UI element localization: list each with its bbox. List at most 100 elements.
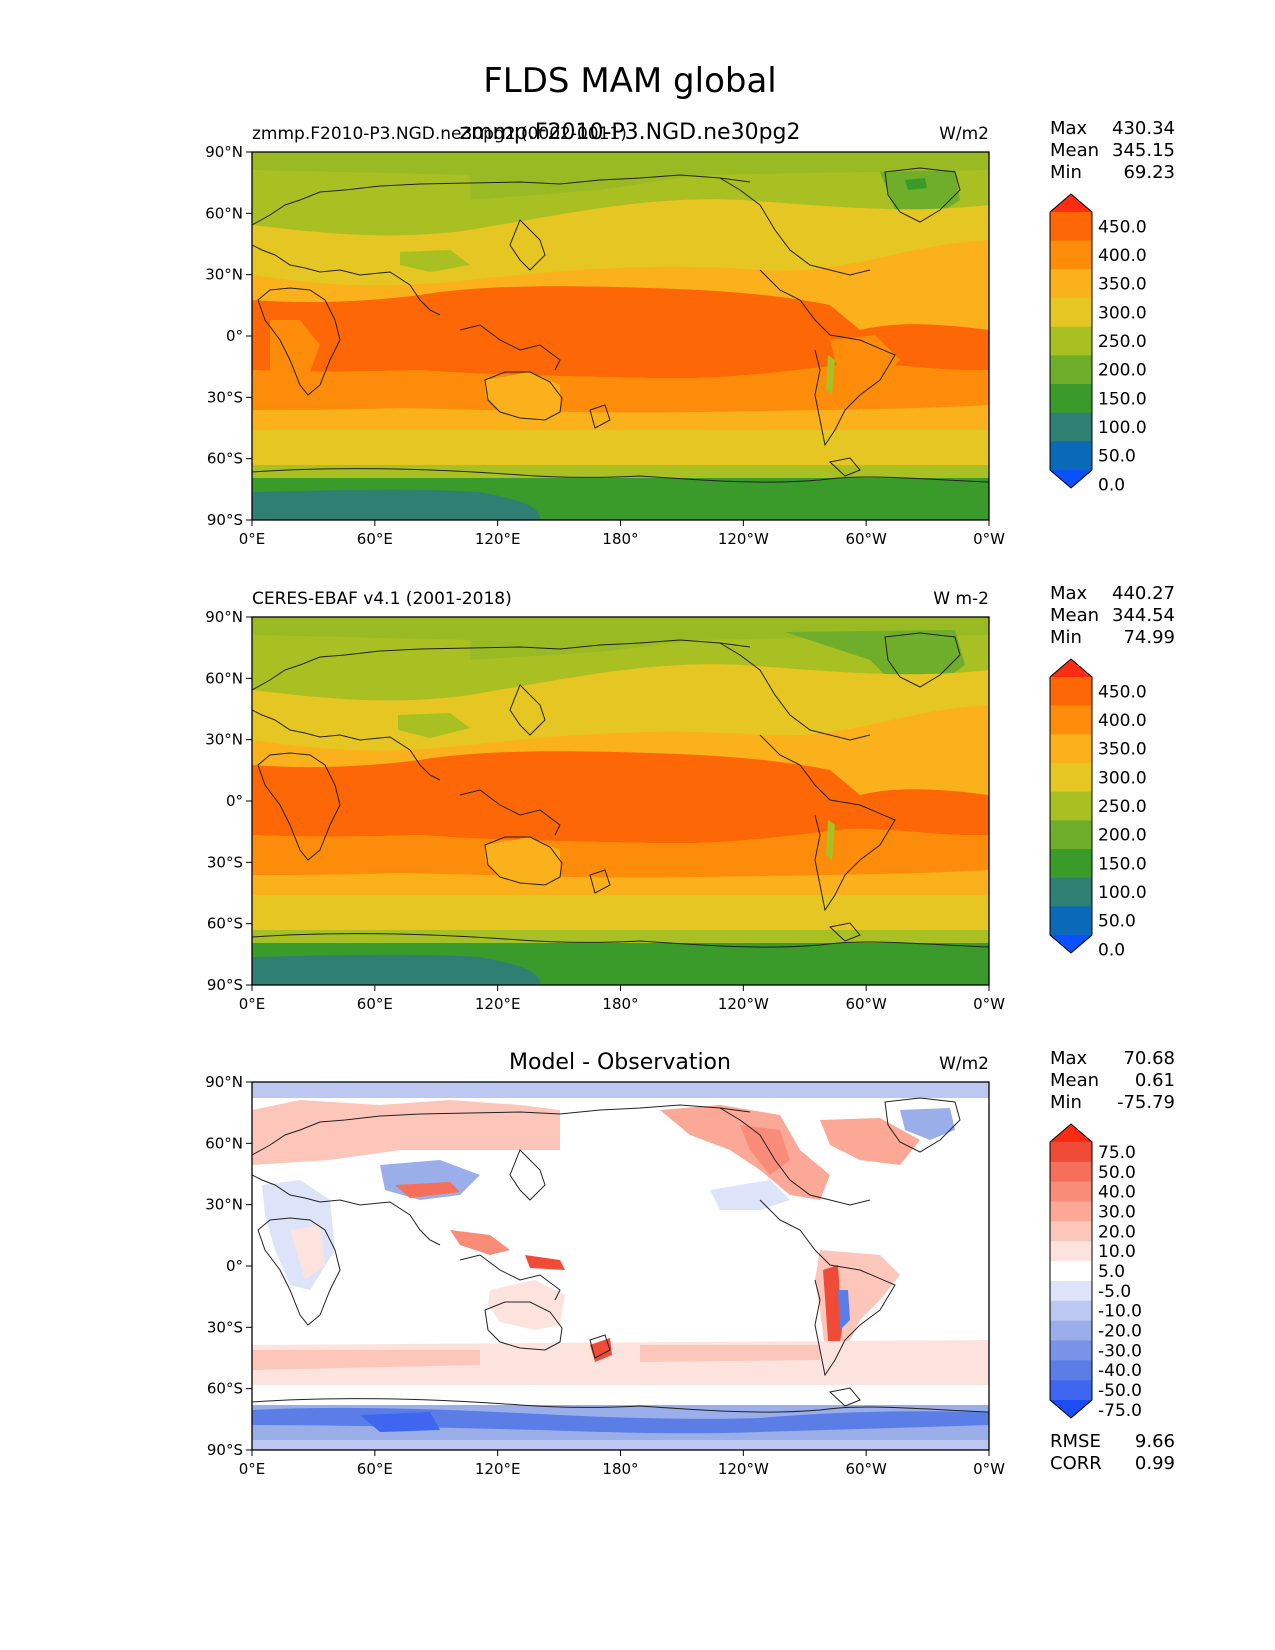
panel-difference-max-label: Max	[1050, 1048, 1088, 1069]
lon-tick-label: 180°	[602, 1460, 638, 1478]
colorbar-segment	[1050, 705, 1092, 735]
colorbar-label: 0.0	[1098, 475, 1125, 495]
colorbar-label: 50.0	[1098, 912, 1136, 932]
panel-observation-mean-value: 344.54	[1112, 605, 1175, 626]
corr-label: CORR	[1050, 1453, 1102, 1474]
colorbar-label: 20.0	[1098, 1222, 1136, 1242]
colorbar-segment	[1050, 1280, 1092, 1302]
rmse-value: 9.66	[1135, 1431, 1175, 1452]
lon-tick-label: 120°E	[475, 530, 521, 548]
colorbar-label: 200.0	[1098, 826, 1147, 846]
colorbar-segment	[1050, 791, 1092, 821]
panel-difference-mean-label: Mean	[1050, 1070, 1099, 1091]
lat-tick-label: 90°N	[205, 1073, 243, 1091]
axis-ticks: 90°N60°N30°N0°30°S60°S90°S0°E 60°E 120°E 18…	[205, 143, 1005, 1478]
panel-model-map	[252, 152, 989, 520]
colorbar-segment	[1050, 906, 1092, 936]
panel-observation-max-value: 440.27	[1112, 583, 1175, 604]
colorbar-label: 200.0	[1098, 361, 1147, 381]
colorbar-label: 30.0	[1098, 1202, 1136, 1222]
colorbar-label: 450.0	[1098, 217, 1147, 237]
colorbar-segment	[1050, 1201, 1092, 1222]
colorbar-segment	[1050, 1181, 1092, 1203]
panel-difference-min-label: Min	[1050, 1092, 1082, 1113]
lon-tick-label: 120°E	[475, 1460, 521, 1478]
lat-tick-label: 90°S	[207, 1441, 243, 1459]
panel-model-min-label: Min	[1050, 162, 1082, 183]
colorbar-extend-max	[1050, 1124, 1092, 1142]
panel-observation-coastlines	[252, 632, 989, 948]
colorbar-extend-min	[1050, 470, 1092, 488]
colorbar-label: 150.0	[1098, 854, 1147, 874]
lat-tick-label: 30°N	[205, 1196, 243, 1214]
panel-model-overlap-title: zmmp.F2010-P3.NGD.ne30pg2	[459, 120, 800, 145]
lat-tick-label: 90°N	[205, 143, 243, 161]
lon-tick-label: 60°E	[357, 1460, 393, 1478]
colorbar-segment	[1050, 212, 1092, 242]
lat-tick-label: 90°N	[205, 608, 243, 626]
lat-tick-label: 0°	[226, 792, 243, 810]
lat-tick-label: 60°N	[205, 1134, 243, 1152]
lat-tick-label: 60°S	[207, 1380, 243, 1398]
panel-observation-map	[252, 617, 989, 985]
lat-tick-label: 60°S	[207, 915, 243, 933]
lat-tick-label: 30°N	[205, 266, 243, 284]
colorbar-label: 40.0	[1098, 1183, 1136, 1203]
colorbar-extend-min	[1050, 935, 1092, 953]
lat-tick-label: 60°S	[207, 450, 243, 468]
lat-tick-label: 0°	[226, 327, 243, 345]
lat-tick-label: 90°S	[207, 511, 243, 529]
colorbar-label: 75.0	[1098, 1143, 1136, 1163]
colorbar-label: 50.0	[1098, 447, 1136, 467]
colorbar-label: 300.0	[1098, 768, 1147, 788]
colorbar-label: 250.0	[1098, 332, 1147, 352]
colorbar-segment	[1050, 1300, 1092, 1322]
panel-model-coastlines	[252, 167, 989, 483]
colorbar-segment	[1050, 734, 1092, 764]
panel-model-min-value: 69.23	[1123, 162, 1175, 183]
panel-difference-min-value: -75.79	[1117, 1092, 1175, 1113]
colorbar-label: -30.0	[1098, 1341, 1142, 1361]
lon-tick-label: 120°W	[718, 995, 769, 1013]
colorbar-segment	[1050, 441, 1092, 471]
colorbar-segment	[1050, 1380, 1092, 1401]
panel-model-mean-label: Mean	[1050, 140, 1099, 161]
colorbar-label: 100.0	[1098, 418, 1147, 438]
colorbar-segment	[1050, 1161, 1092, 1183]
colorbar-label: 100.0	[1098, 883, 1147, 903]
panel-observation-left-title: CERES-EBAF v4.1 (2001-2018)	[252, 589, 512, 609]
panel-observation-units: W m-2	[933, 589, 989, 609]
lat-tick-label: 30°S	[207, 388, 243, 406]
colorbar-label: 450.0	[1098, 682, 1147, 702]
colorbar-label: -10.0	[1098, 1302, 1142, 1322]
panel-model-max-label: Max	[1050, 118, 1088, 139]
panel-model-units: W/m2	[939, 124, 989, 144]
lat-tick-label: 0°	[226, 1257, 243, 1275]
panel-observation: CERES-EBAF v4.1 (2001-2018) W m-2	[251, 583, 1175, 986]
colorbar-segment	[1050, 240, 1092, 270]
colorbar-segment	[1050, 1261, 1092, 1282]
panel-observation-mean-label: Mean	[1050, 605, 1099, 626]
panel-difference-units: W/m2	[939, 1054, 989, 1074]
panel-difference-map	[252, 1082, 989, 1450]
lat-tick-label: 30°S	[207, 853, 243, 871]
lon-tick-label: 180°	[602, 995, 638, 1013]
colorbar-label: 5.0	[1098, 1262, 1125, 1282]
panel-model-colorbar: 450.0 400.0 350.0 300.0 250.0 200.0 150.0 100.0…	[1049, 193, 1147, 495]
colorbar-label: 250.0	[1098, 797, 1147, 817]
panel-difference-colorbar: 75.050.040.030.020.010.05.0-5.0-10.0-20.…	[1049, 1123, 1142, 1421]
colorbar-label: 10.0	[1098, 1242, 1136, 1262]
lon-tick-label: 0°E	[239, 530, 266, 548]
corr-value: 0.99	[1135, 1453, 1175, 1474]
colorbar-label: 350.0	[1098, 740, 1147, 760]
colorbar-extend-max	[1050, 659, 1092, 677]
lat-tick-label: 60°N	[205, 669, 243, 687]
panel-difference: Model - Observation W/m2	[251, 1048, 1175, 1474]
lon-tick-label: 0°E	[239, 1460, 266, 1478]
colorbar-label: 0.0	[1098, 940, 1125, 960]
panel-observation-max-label: Max	[1050, 583, 1088, 604]
lon-tick-label: 180°	[602, 530, 638, 548]
lon-tick-label: 60°W	[845, 1460, 887, 1478]
colorbar-segment	[1050, 355, 1092, 385]
